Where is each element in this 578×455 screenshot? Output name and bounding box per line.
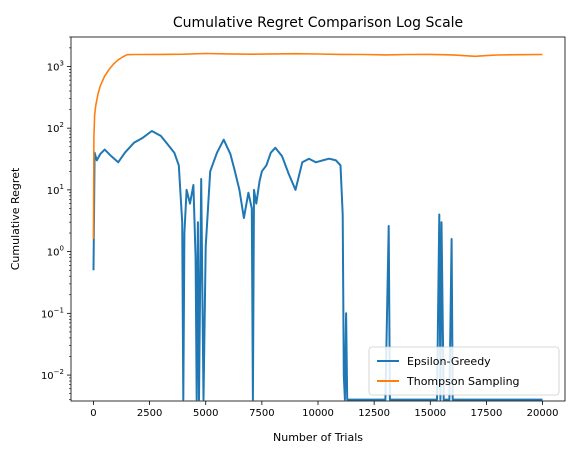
legend: Epsilon-Greedy Thompson Sampling (369, 347, 559, 395)
x-tick-label: 5000 (193, 408, 218, 419)
legend-label: Epsilon-Greedy (407, 355, 491, 368)
chart-title: Cumulative Regret Comparison Log Scale (173, 15, 463, 31)
x-tick-label: 20000 (527, 408, 559, 419)
x-tick-label: 12500 (358, 408, 390, 419)
x-axis-label: Number of Trials (273, 431, 363, 444)
x-tick-label: 7500 (249, 408, 274, 419)
x-tick-label: 10000 (302, 408, 334, 419)
x-tick-label: 2500 (137, 408, 162, 419)
x-tick-label: 0 (90, 408, 96, 419)
x-tick-label: 15000 (414, 408, 446, 419)
y-axis-label: Cumulative Regret (9, 167, 22, 270)
legend-label: Thompson Sampling (406, 375, 520, 388)
x-tick-label: 17500 (471, 408, 503, 419)
